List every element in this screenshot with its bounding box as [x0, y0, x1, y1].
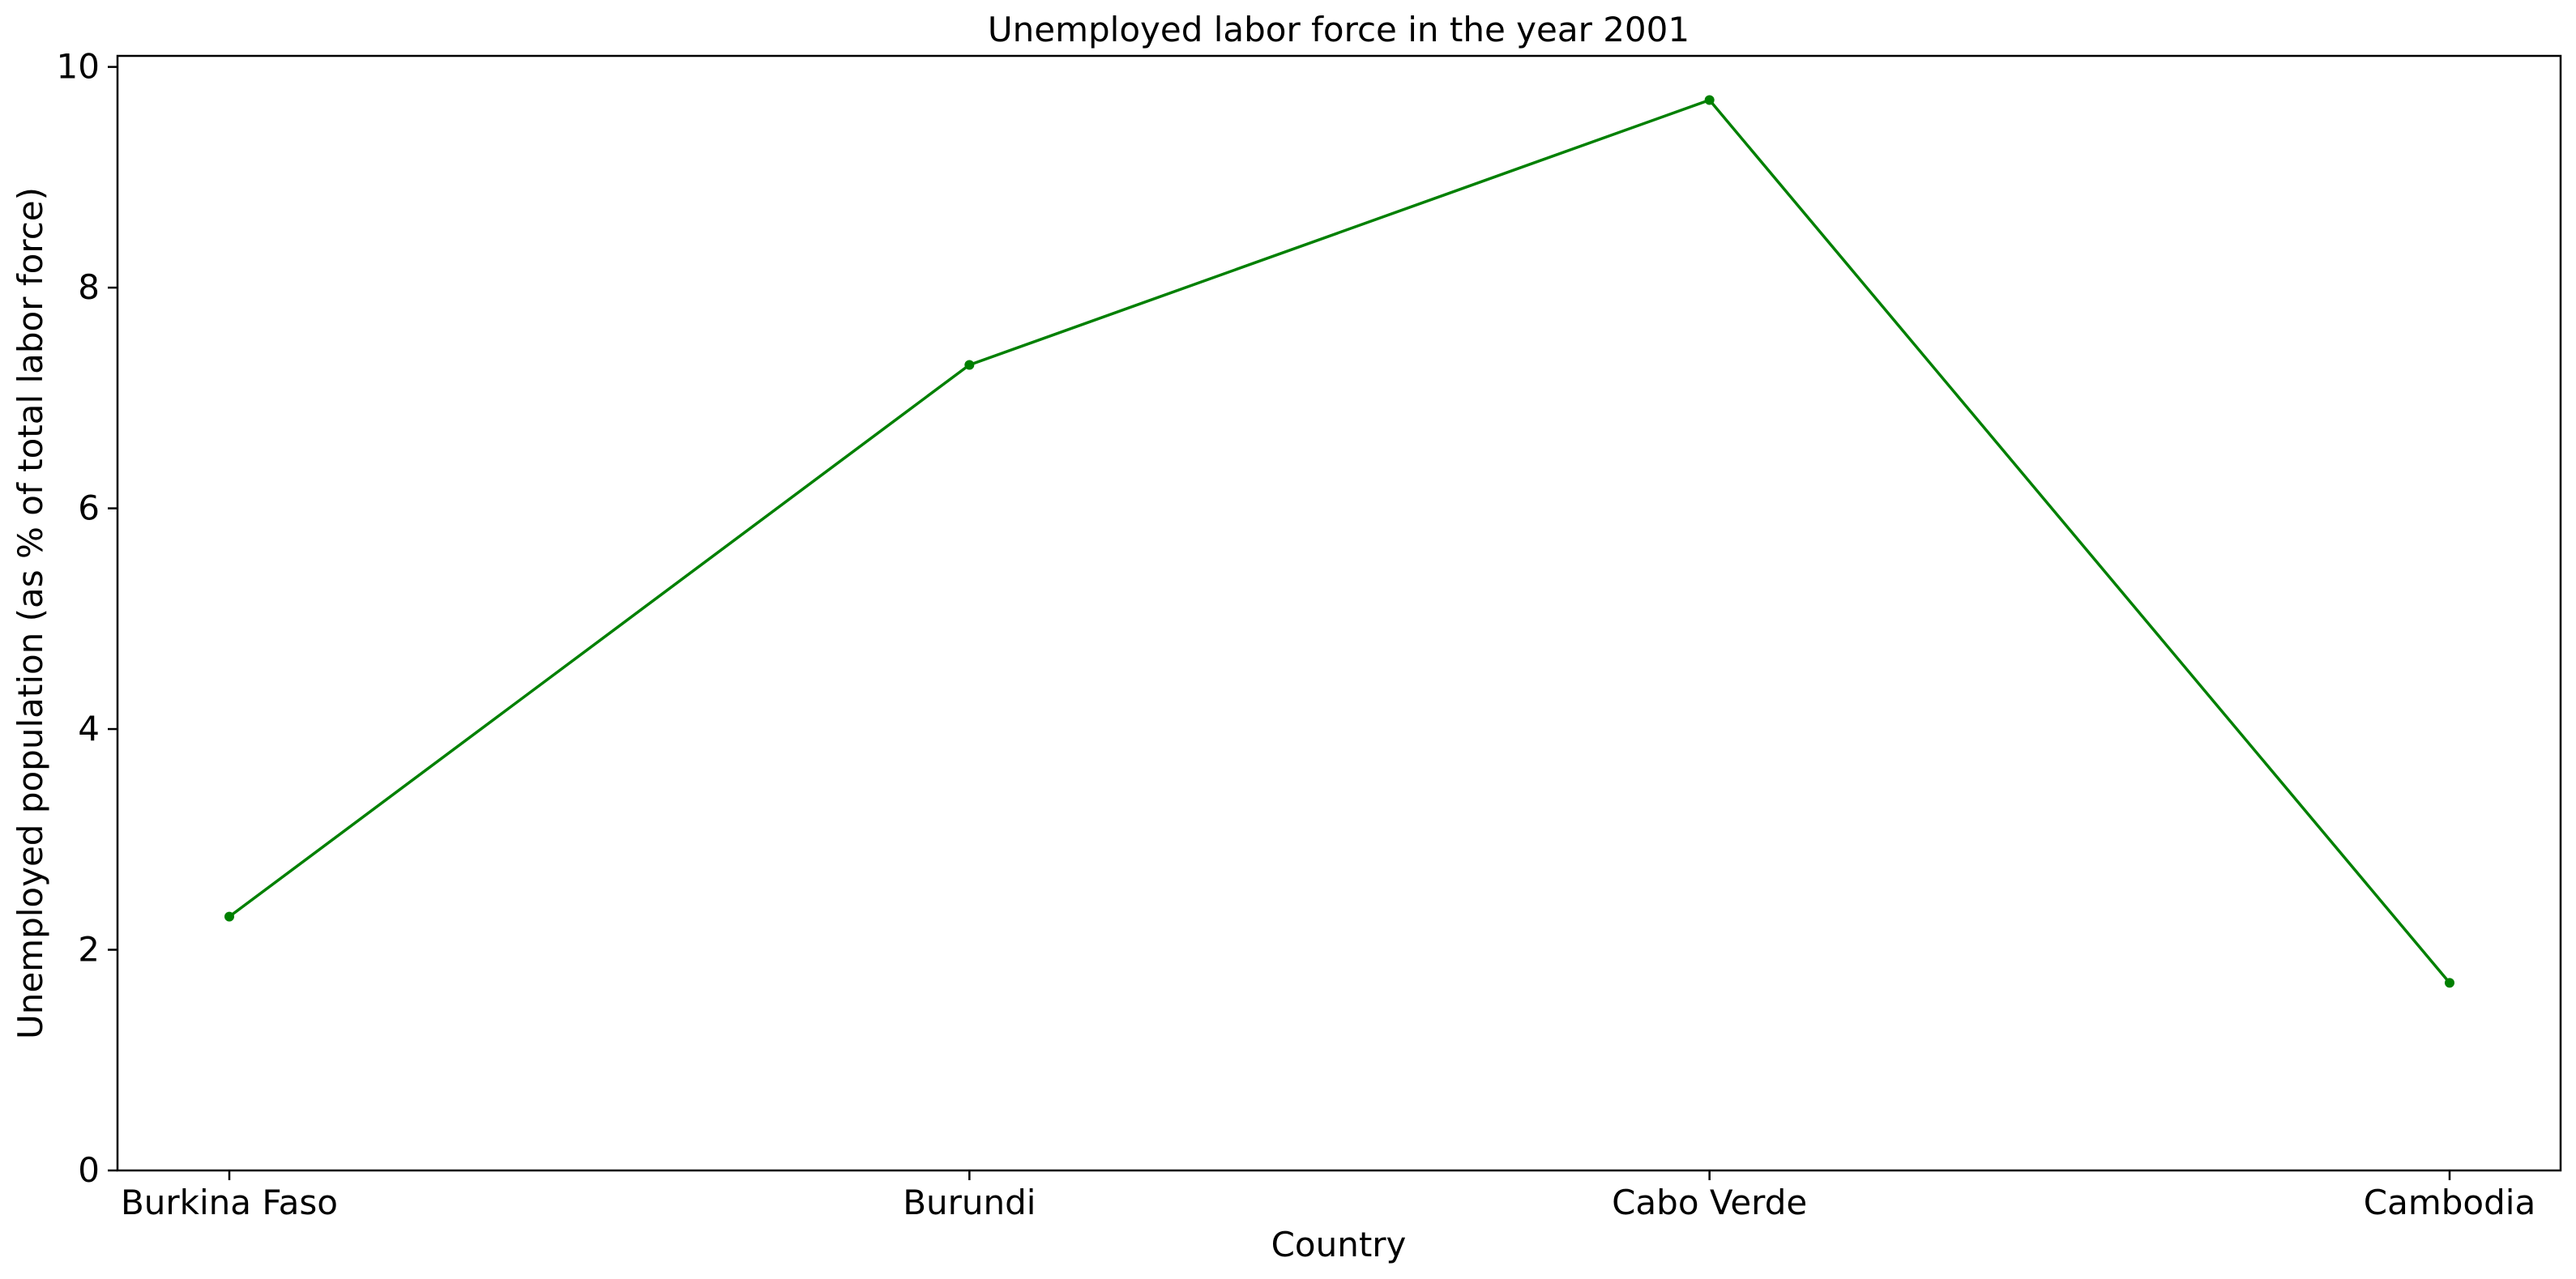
x-tick-label: Burundi [903, 1183, 1036, 1222]
x-tick-label: Cabo Verde [1612, 1183, 1807, 1222]
data-point [1704, 95, 1715, 105]
chart-title: Unemployed labor force in the year 2001 [988, 10, 1690, 49]
plot-area [224, 95, 2454, 988]
y-tick-label: 0 [78, 1150, 100, 1190]
y-tick-label: 4 [78, 709, 100, 748]
y-tick-label: 2 [78, 930, 100, 970]
y-tick-label: 10 [57, 47, 100, 87]
x-axis-label: Country [1271, 1225, 1407, 1264]
x-axis: Burkina Faso Burundi Cabo Verde Cambodia [121, 1170, 2535, 1222]
x-tick-label: Cambodia [2364, 1183, 2535, 1222]
y-axis: 0 2 4 6 8 10 [57, 47, 117, 1190]
data-point [2445, 978, 2454, 988]
y-tick-label: 8 [78, 267, 100, 307]
data-point [964, 360, 975, 370]
x-tick-label: Burkina Faso [121, 1183, 338, 1222]
plot-frame [116, 54, 2562, 1172]
y-axis-label: Unemployed population (as % of total lab… [11, 187, 50, 1039]
y-tick-label: 6 [78, 488, 100, 528]
data-point [224, 911, 234, 922]
series-line [228, 98, 2451, 984]
